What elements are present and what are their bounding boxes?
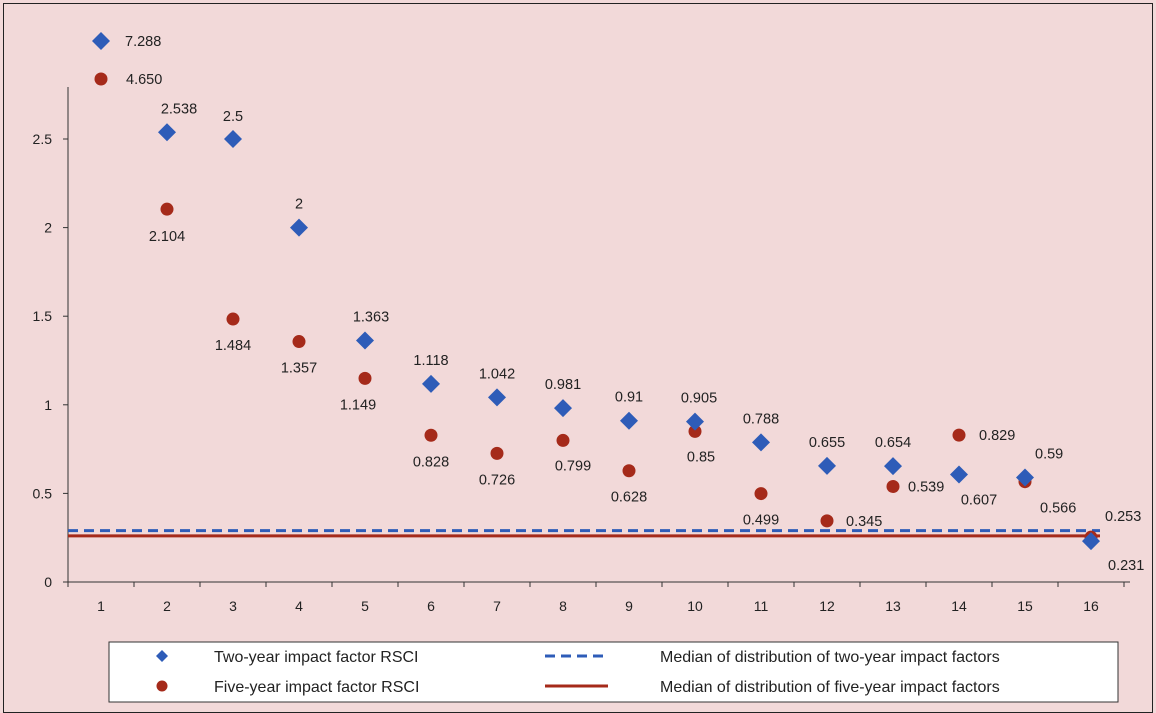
five-year-data-label: 4.650 xyxy=(126,72,162,88)
legend-label-median-five-year: Median of distribution of five-year impa… xyxy=(660,679,1000,696)
two-year-data-label: 0.788 xyxy=(743,411,779,427)
legend-label-five-year: Five-year impact factor RSCI xyxy=(214,679,419,696)
legend-diamond-marker xyxy=(156,650,168,662)
y-tick-label: 0 xyxy=(44,574,52,590)
five-year-data-label: 0.345 xyxy=(846,514,882,530)
five-year-point xyxy=(556,433,570,447)
two-year-data-label: 0.59 xyxy=(1035,446,1063,462)
five-year-point xyxy=(160,202,174,216)
y-tick-label: 1 xyxy=(44,397,52,413)
x-tick-label: 3 xyxy=(229,598,237,614)
five-year-data-label: 0.499 xyxy=(743,513,779,529)
x-tick-label: 16 xyxy=(1083,598,1099,614)
y-tick-label: 0.5 xyxy=(33,485,53,501)
two-year-data-label: 1.363 xyxy=(353,309,389,325)
five-year-point xyxy=(94,72,108,86)
two-year-data-label: 2.538 xyxy=(161,101,197,117)
x-tick-label: 6 xyxy=(427,598,435,614)
five-year-data-label: 0.829 xyxy=(979,428,1015,444)
five-year-point xyxy=(226,312,240,326)
x-tick-label: 4 xyxy=(295,598,303,614)
five-year-point xyxy=(688,424,702,438)
five-year-point xyxy=(952,428,966,442)
five-year-point xyxy=(490,446,504,460)
x-tick-label: 15 xyxy=(1017,598,1033,614)
five-year-data-label: 0.85 xyxy=(687,449,715,465)
two-year-point xyxy=(290,218,308,237)
five-year-data-label: 0.539 xyxy=(908,479,944,495)
five-year-data-label: 1.149 xyxy=(340,397,376,413)
five-year-data-label: 0.726 xyxy=(479,472,515,488)
data-points: 4.650 2.104 1.484 1.357 1.149 0.828 0.726 0.799… xyxy=(92,32,1144,574)
x-tick-label: 8 xyxy=(559,598,567,614)
two-year-point xyxy=(752,433,770,452)
two-year-data-label: 0.655 xyxy=(809,435,845,451)
two-year-point xyxy=(884,457,902,476)
legend-label-two-year: Two-year impact factor RSCI xyxy=(214,649,419,666)
two-year-point xyxy=(224,130,242,148)
five-year-data-label: 0.566 xyxy=(1040,501,1076,517)
five-year-data-label: 0.828 xyxy=(413,454,449,470)
x-tick-label: 13 xyxy=(885,598,901,614)
legend: Two-year impact factor RSCI Five-year im… xyxy=(108,641,1119,703)
two-year-data-label: 0.981 xyxy=(545,377,581,393)
two-year-point xyxy=(1016,468,1034,487)
two-year-point xyxy=(422,374,440,393)
five-year-point xyxy=(622,464,636,478)
x-tick-label: 12 xyxy=(819,598,835,614)
y-tick-label: 2.5 xyxy=(33,131,53,147)
two-year-data-label: 0.91 xyxy=(615,390,643,406)
x-tick-label: 11 xyxy=(754,598,769,614)
five-year-point xyxy=(424,428,438,442)
x-tick-label: 1 xyxy=(97,598,105,614)
chart-frame xyxy=(3,3,1153,713)
two-year-data-label: 1.118 xyxy=(413,353,448,369)
two-year-point xyxy=(158,123,176,142)
axes: 00.511.522.51 2 3 4 5 6 7 8 9 10 11 12 13 14 15 16 xyxy=(33,87,1130,614)
five-year-point xyxy=(886,479,900,493)
five-year-data-label: 2.104 xyxy=(149,229,185,245)
two-year-point xyxy=(620,411,638,430)
median-lines xyxy=(68,529,1100,538)
y-tick-label: 2 xyxy=(44,220,52,236)
two-year-data-label: 1.042 xyxy=(479,366,515,382)
five-year-data-label: 0.253 xyxy=(1105,509,1141,525)
five-year-data-label: 1.357 xyxy=(281,361,317,377)
two-year-point xyxy=(554,399,572,418)
two-year-data-label: 2.5 xyxy=(223,109,243,125)
x-tick-label: 10 xyxy=(687,598,703,614)
x-tick-label: 2 xyxy=(163,598,171,614)
two-year-point xyxy=(818,456,836,475)
two-year-data-label: 2 xyxy=(295,197,303,213)
x-tick-label: 14 xyxy=(951,598,967,614)
two-year-point xyxy=(488,388,506,407)
two-year-point xyxy=(1082,532,1100,551)
five-year-data-label: 0.799 xyxy=(555,458,591,474)
five-year-point xyxy=(358,371,372,385)
y-tick-label: 1.5 xyxy=(33,308,53,324)
two-year-point xyxy=(92,32,110,50)
two-year-point xyxy=(950,465,968,484)
five-year-point xyxy=(820,514,834,528)
two-year-point xyxy=(356,331,374,350)
two-year-data-label: 0.654 xyxy=(875,435,911,451)
two-year-data-label: 7.288 xyxy=(125,34,161,50)
two-year-data-label: 0.905 xyxy=(681,391,717,407)
legend-label-median-two-year: Median of distribution of two-year impac… xyxy=(660,649,1000,666)
legend-box xyxy=(108,641,1119,703)
five-year-point xyxy=(292,335,306,349)
five-year-data-label: 1.484 xyxy=(215,338,251,354)
two-year-data-label: 0.231 xyxy=(1108,558,1144,574)
x-tick-label: 7 xyxy=(493,598,501,614)
two-year-point xyxy=(686,412,704,431)
five-year-point xyxy=(754,487,768,501)
five-year-data-label: 0.628 xyxy=(611,490,647,506)
legend-circle-marker xyxy=(156,680,168,692)
x-tick-label: 9 xyxy=(625,598,633,614)
two-year-data-label: 0.607 xyxy=(961,492,997,508)
x-tick-label: 5 xyxy=(361,598,369,614)
